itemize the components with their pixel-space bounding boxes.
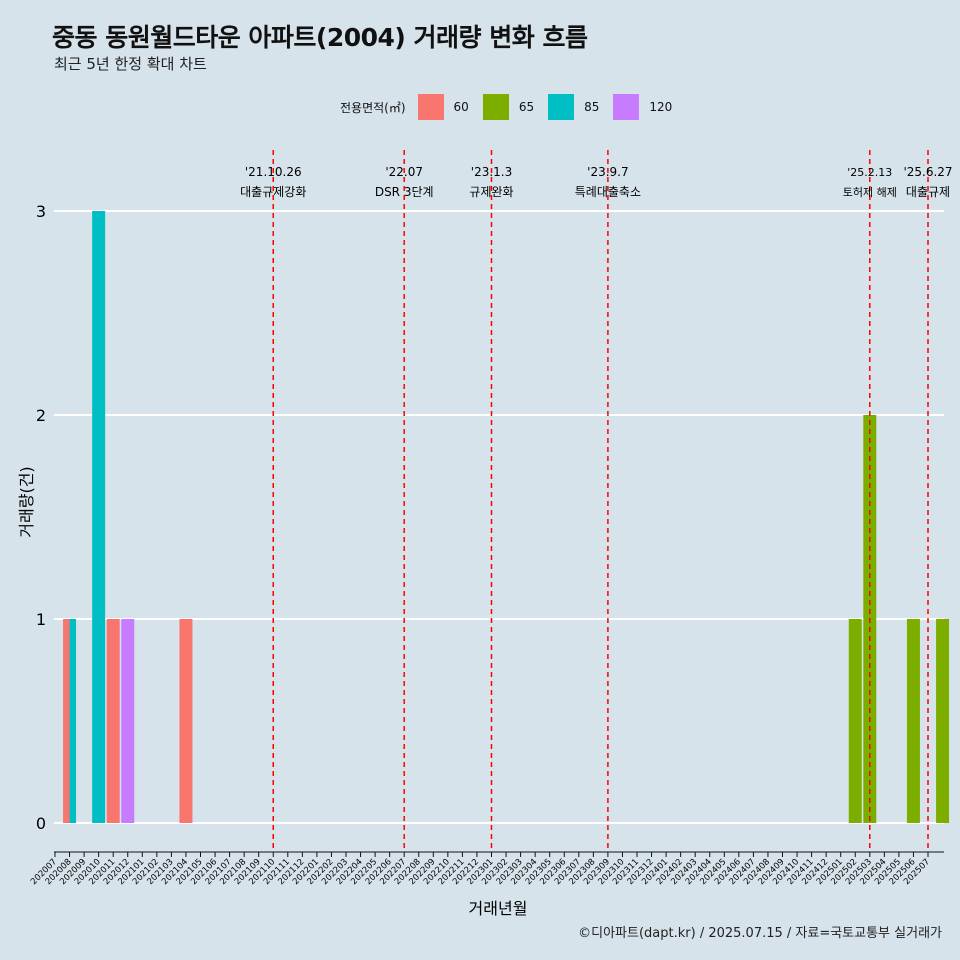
- event-desc-label: 대출규제강화: [240, 185, 306, 199]
- bar-60-202104: [179, 619, 193, 823]
- event-desc-label: 규제완화: [469, 185, 513, 199]
- legend-label-65: 65: [518, 100, 535, 114]
- event-desc-label: 토허제 해제: [843, 185, 897, 199]
- event-date-label: '25.2.13: [847, 166, 892, 179]
- event-lines: '21.10.26 대출규제강화 '22.07 DSR 3단계 '23.1.3 규제완화 '…: [240, 150, 953, 852]
- event-desc-label: 특례대출축소: [575, 185, 641, 199]
- event-desc-label: 대출규제: [906, 185, 950, 199]
- y-tick-label: 3: [36, 202, 46, 221]
- event-date-label: '23.9.7: [587, 165, 628, 179]
- legend-item-60: 60: [417, 94, 469, 120]
- bar-65-202508: [936, 619, 950, 823]
- bars: [63, 211, 950, 823]
- bar-65-202506: [906, 619, 920, 823]
- legend-title: 전용면적(㎡): [340, 100, 406, 115]
- bar-65-202502: [848, 619, 862, 823]
- legend-label-120: 120: [649, 100, 673, 114]
- legend-swatch-120: [613, 94, 640, 120]
- y-axis-label: 거래량(건): [17, 466, 36, 537]
- caption: ©디아파트(dapt.kr) / 2025.07.15 / 자료=국토교통부 실…: [578, 926, 942, 941]
- legend-swatch-60: [417, 94, 444, 120]
- legend-item-85: 85: [548, 94, 599, 120]
- x-axis-label: 거래년월: [469, 899, 528, 918]
- bar-60-202011: [106, 619, 120, 823]
- bar-85-202010: [92, 211, 106, 823]
- event-date-label: '25.6.27: [903, 165, 952, 179]
- bar-60-202008: [63, 619, 70, 823]
- legend-item-65: 65: [482, 94, 535, 120]
- event-date-label: '23.1.3: [471, 165, 512, 179]
- y-tick-label: 1: [36, 610, 46, 629]
- legend-label-85: 85: [584, 100, 600, 114]
- bar-85-202008: [69, 619, 77, 823]
- bar-120-202012: [121, 619, 135, 823]
- event-date-label: '22.07: [385, 165, 423, 179]
- event-date-label: '21.10.26: [245, 165, 302, 179]
- legend: 전용면적(㎡) 60 65 85 120: [340, 94, 686, 120]
- legend-swatch-85: [548, 94, 575, 120]
- event-desc-label: DSR 3단계: [375, 185, 434, 199]
- chart-subtitle: 최근 5년 한정 확대 차트: [54, 55, 207, 73]
- y-tick-label: 2: [36, 406, 46, 425]
- legend-swatch-65: [482, 94, 509, 120]
- y-tick-label: 0: [36, 814, 46, 833]
- chart-title: 중동 동원월드타운 아파트(2004) 거래량 변화 흐름: [52, 23, 588, 52]
- grid-lines: [54, 210, 944, 824]
- axes: 0123202007202008202009202010202011202012…: [29, 202, 944, 887]
- legend-item-120: 120: [613, 94, 672, 120]
- legend-label-60: 60: [453, 100, 469, 114]
